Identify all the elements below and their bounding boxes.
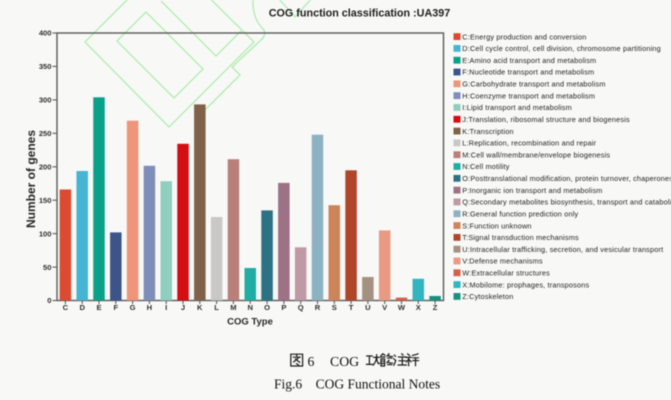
svg-text:N:Cell motility: N:Cell motility: [462, 162, 509, 171]
svg-text:300: 300: [39, 96, 52, 105]
svg-text:V:Defense mechanisms: V:Defense mechanisms: [462, 257, 543, 266]
svg-text:R:General function prediction: R:General function prediction only: [462, 209, 578, 218]
svg-text:K:Transcription: K:Transcription: [462, 127, 514, 136]
svg-text:G: G: [130, 303, 136, 312]
svg-text:Q:Secondary metabolites biosyn: Q:Secondary metabolites biosynthesis, tr…: [462, 198, 671, 207]
svg-text:W: W: [398, 303, 406, 312]
svg-text:E: E: [96, 303, 101, 312]
svg-text:S: S: [332, 303, 337, 312]
svg-text:COG function classification :U: COG function classification :UA397: [269, 8, 451, 20]
svg-text:C:Energy production and conver: C:Energy production and conversion: [462, 32, 586, 41]
svg-text:250: 250: [39, 129, 52, 138]
svg-text:150: 150: [39, 196, 52, 205]
svg-text:0: 0: [47, 296, 51, 305]
svg-text:I: I: [165, 303, 167, 312]
svg-text:W:Extracellular structures: W:Extracellular structures: [462, 269, 550, 278]
svg-text:F: F: [113, 303, 118, 312]
svg-text:P: P: [281, 303, 286, 312]
svg-text:O:Posttranslational modificati: O:Posttranslational modification, protei…: [462, 174, 671, 183]
svg-text:X: X: [416, 303, 421, 312]
svg-text:U:Intracellular trafficking, s: U:Intracellular trafficking, secretion, …: [462, 245, 663, 254]
svg-text:50: 50: [43, 263, 51, 272]
svg-text:O: O: [264, 303, 270, 312]
svg-text:6: 6: [308, 354, 315, 369]
svg-text:Q: Q: [298, 303, 304, 312]
svg-text:D:Cell cycle control, cell div: D:Cell cycle control, cell division, chr…: [462, 44, 661, 53]
svg-text:S:Function unknown: S:Function unknown: [462, 221, 531, 230]
svg-text:N: N: [247, 303, 252, 312]
svg-text:T: T: [349, 303, 354, 312]
svg-text:Number of genes: Number of genes: [24, 130, 38, 228]
svg-text:L: L: [214, 303, 219, 312]
svg-text:K: K: [197, 303, 203, 312]
svg-text:F:Nucleotide transport and met: F:Nucleotide transport and metabolism: [462, 68, 594, 77]
svg-text:X:Mobilome: prophages, transpo: X:Mobilome: prophages, transposons: [462, 280, 589, 289]
svg-text:200: 200: [39, 162, 52, 171]
svg-text:Z: Z: [433, 303, 438, 312]
svg-text:T:Signal transduction mechanis: T:Signal transduction mechanisms: [462, 233, 579, 242]
svg-text:COG: COG: [330, 354, 359, 369]
svg-text:C: C: [63, 303, 69, 312]
svg-text:M: M: [230, 303, 236, 312]
svg-text:U: U: [365, 303, 371, 312]
svg-text:E:Amino acid transport and met: E:Amino acid transport and metabolism: [462, 56, 596, 65]
svg-text:R: R: [315, 303, 321, 312]
svg-text:Z:Cytoskeleton: Z:Cytoskeleton: [462, 292, 513, 301]
svg-text:M:Cell wall/membrane/envelope: M:Cell wall/membrane/envelope biogenesis: [462, 150, 610, 159]
svg-text:D: D: [79, 303, 85, 312]
svg-text:100: 100: [39, 229, 52, 238]
svg-text:V: V: [382, 303, 388, 312]
svg-text:I:Lipid transport and metaboli: I:Lipid transport and metabolism: [462, 103, 572, 112]
svg-text:COG Type: COG Type: [227, 317, 273, 328]
svg-text:L:Replication, recombination a: L:Replication, recombination and repair: [462, 139, 596, 148]
svg-text:P:Inorganic ion transport and: P:Inorganic ion transport and metabolism: [462, 186, 602, 195]
svg-text:H: H: [147, 303, 152, 312]
svg-text:H:Coenzyme transport and metab: H:Coenzyme transport and metabolism: [462, 91, 595, 100]
svg-text:G:Carbohydrate transport and m: G:Carbohydrate transport and metabolism: [462, 80, 605, 89]
svg-text:J:Translation, ribosomal struc: J:Translation, ribosomal structure and b…: [462, 115, 630, 124]
svg-text:350: 350: [39, 62, 52, 71]
svg-text:Fig.6 COG Functional Notes: Fig.6 COG Functional Notes: [274, 376, 440, 391]
svg-text:J: J: [181, 303, 185, 312]
svg-text:400: 400: [39, 29, 52, 38]
